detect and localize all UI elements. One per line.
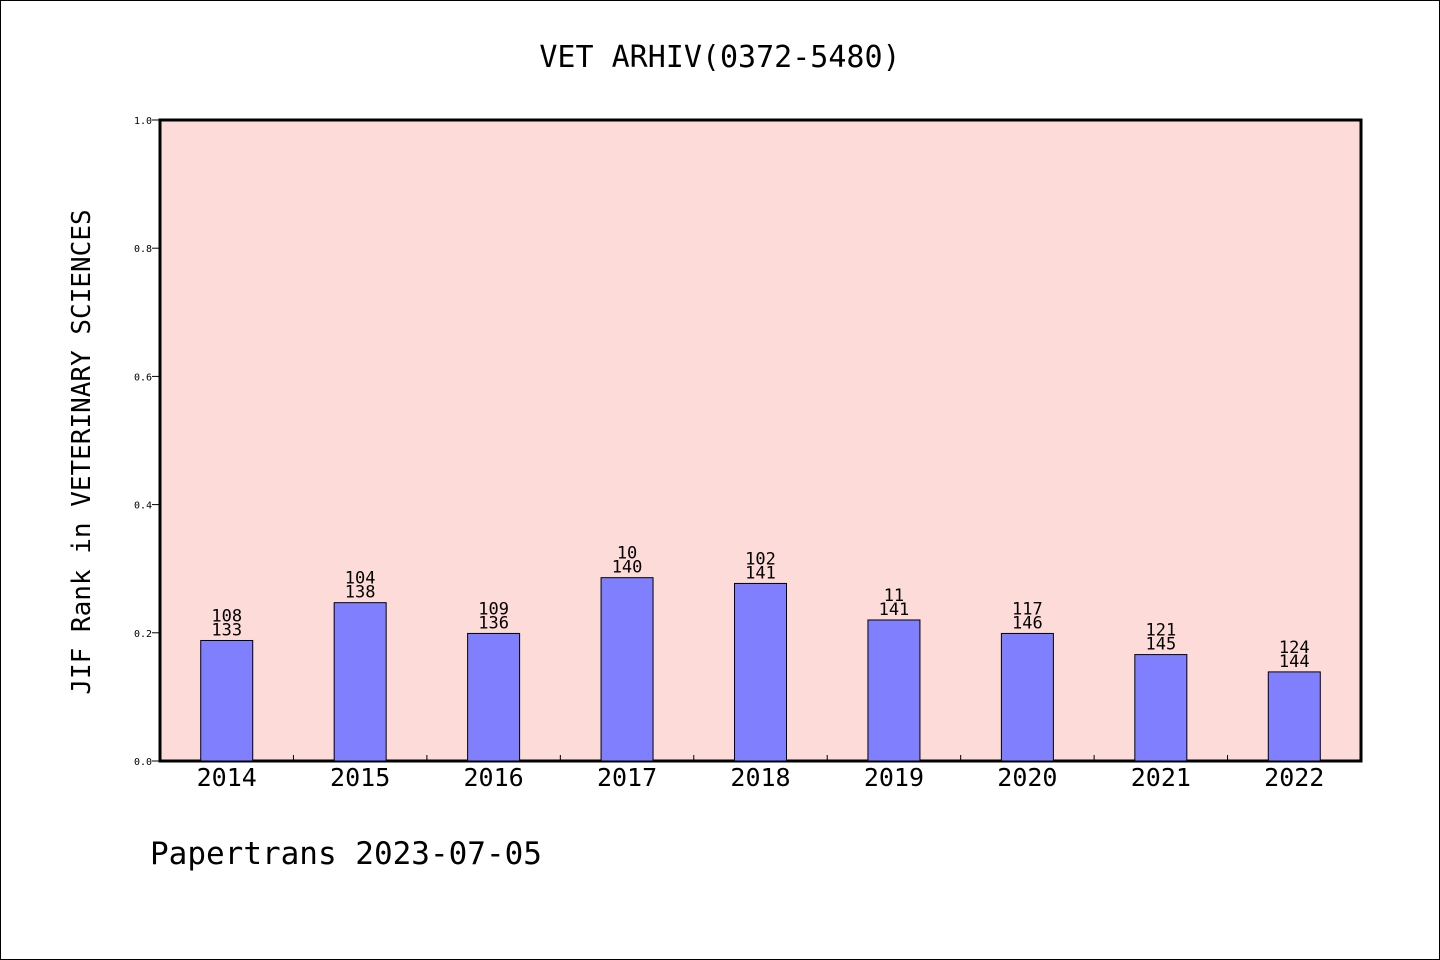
rank-label: 108	[211, 606, 242, 626]
bar	[734, 582, 787, 762]
rank-label: 109	[478, 599, 509, 619]
total-label: 144	[1279, 652, 1310, 672]
total-label: 140	[612, 558, 643, 578]
footer-text: Papertrans 2023-07-05	[150, 836, 542, 872]
x-tick-label: 2019	[864, 763, 924, 792]
bar	[600, 577, 654, 762]
y-tick-label: 0.2	[134, 629, 152, 640]
y-axis-label: JIF Rank in VETERINARY SCIENCES	[67, 209, 97, 694]
total-label: 146	[1012, 613, 1043, 633]
x-tick-label: 2016	[464, 763, 524, 792]
total-label: 138	[345, 583, 376, 603]
x-tick-label: 2021	[1131, 763, 1191, 792]
total-label: 136	[478, 613, 509, 633]
y-tick-label: 0.4	[134, 501, 152, 512]
bar	[200, 639, 254, 762]
bar	[467, 632, 521, 762]
rank-label: 121	[1145, 621, 1176, 641]
rank-label: 124	[1279, 638, 1310, 658]
chart-title: VET ARHIV(0372-5480)	[539, 40, 900, 75]
total-label: 133	[211, 620, 242, 640]
total-label: 141	[879, 600, 910, 620]
bar	[1267, 671, 1321, 762]
x-tick-label: 2018	[730, 763, 790, 792]
rank-label: 10	[617, 544, 637, 564]
x-tick-label: 2020	[997, 763, 1057, 792]
x-tick-label: 2017	[597, 763, 657, 792]
total-label: 145	[1145, 635, 1176, 655]
total-label: 141	[745, 563, 776, 583]
rank-label: 102	[745, 549, 776, 569]
rank-label: 11	[884, 586, 904, 606]
y-tick-label: 0.6	[134, 372, 152, 383]
rank-label: 104	[345, 569, 376, 589]
bar	[1134, 654, 1188, 762]
y-tick-label: 0.0	[134, 757, 152, 768]
x-tick-label: 2014	[197, 763, 257, 792]
x-tick-label: 2015	[330, 763, 390, 792]
bar	[1000, 632, 1054, 762]
rank-label: 117	[1012, 599, 1043, 619]
y-tick-label: 1.0	[134, 116, 152, 127]
y-tick-label: 0.8	[134, 244, 152, 255]
x-tick-label: 2022	[1264, 763, 1324, 792]
bar	[867, 619, 921, 762]
bar	[333, 602, 387, 762]
